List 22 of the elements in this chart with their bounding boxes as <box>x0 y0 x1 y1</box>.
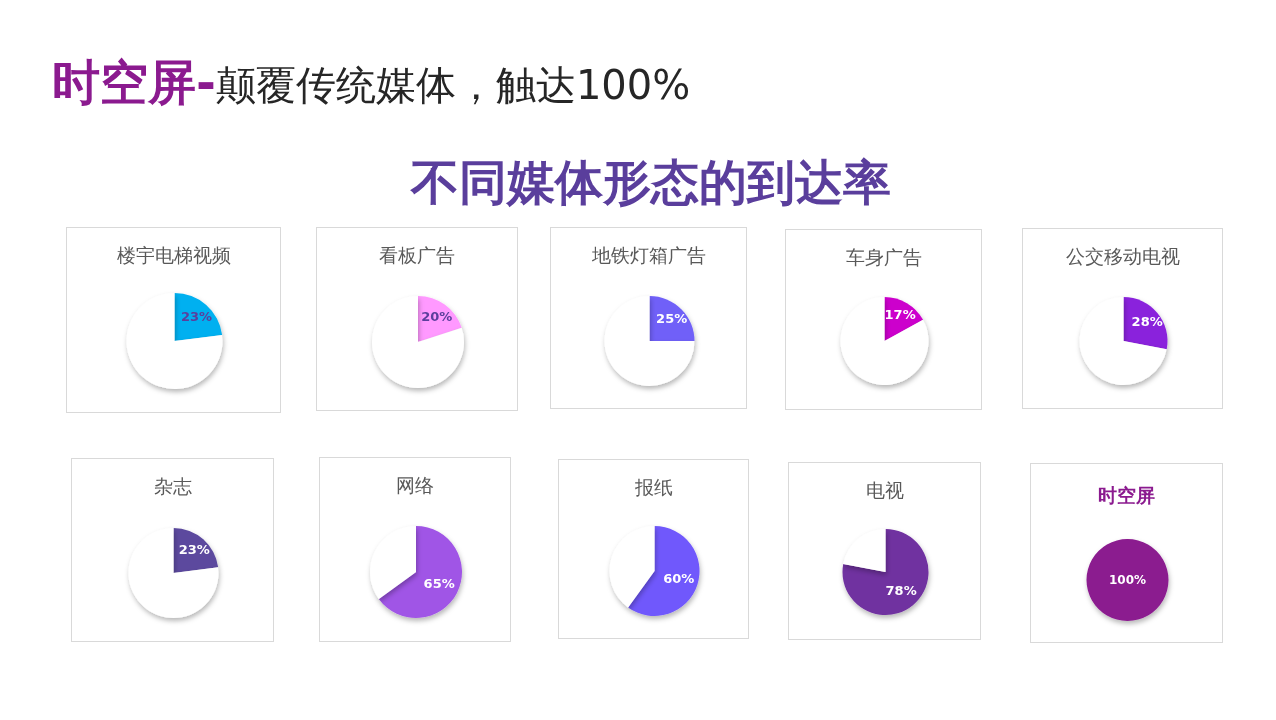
text: 不同媒体形态的到达率 <box>409 153 892 212</box>
chart-title: 电视 <box>865 478 904 501</box>
chart-title: 网络 <box>396 473 434 496</box>
chart-title: 车身广告 <box>845 245 922 268</box>
data-label: 65% <box>423 576 455 592</box>
chart-title: 公交移动电视 <box>1065 244 1180 267</box>
data-label: 23% <box>178 541 210 557</box>
data-label: 78% <box>885 583 917 599</box>
data-label: 60% <box>663 571 695 587</box>
data-label: 17% <box>884 307 916 323</box>
text: 时空屏-颠覆传统媒体，触达100% <box>52 54 691 110</box>
data-label: 28% <box>1131 313 1163 329</box>
data-label: 25% <box>656 311 688 327</box>
chart-title: 杂志 <box>153 474 192 497</box>
data-label: 23% <box>180 308 213 324</box>
chart-title: 报纸 <box>633 475 673 498</box>
data-label: 20% <box>421 308 453 324</box>
chart-title: 楼宇电梯视频 <box>116 243 231 266</box>
data-label: 100% <box>1108 573 1147 587</box>
chart-title: 地铁灯箱广告 <box>590 243 706 266</box>
chart-title: 时空屏 <box>1098 483 1155 506</box>
chart-title: 看板广告 <box>379 243 455 266</box>
